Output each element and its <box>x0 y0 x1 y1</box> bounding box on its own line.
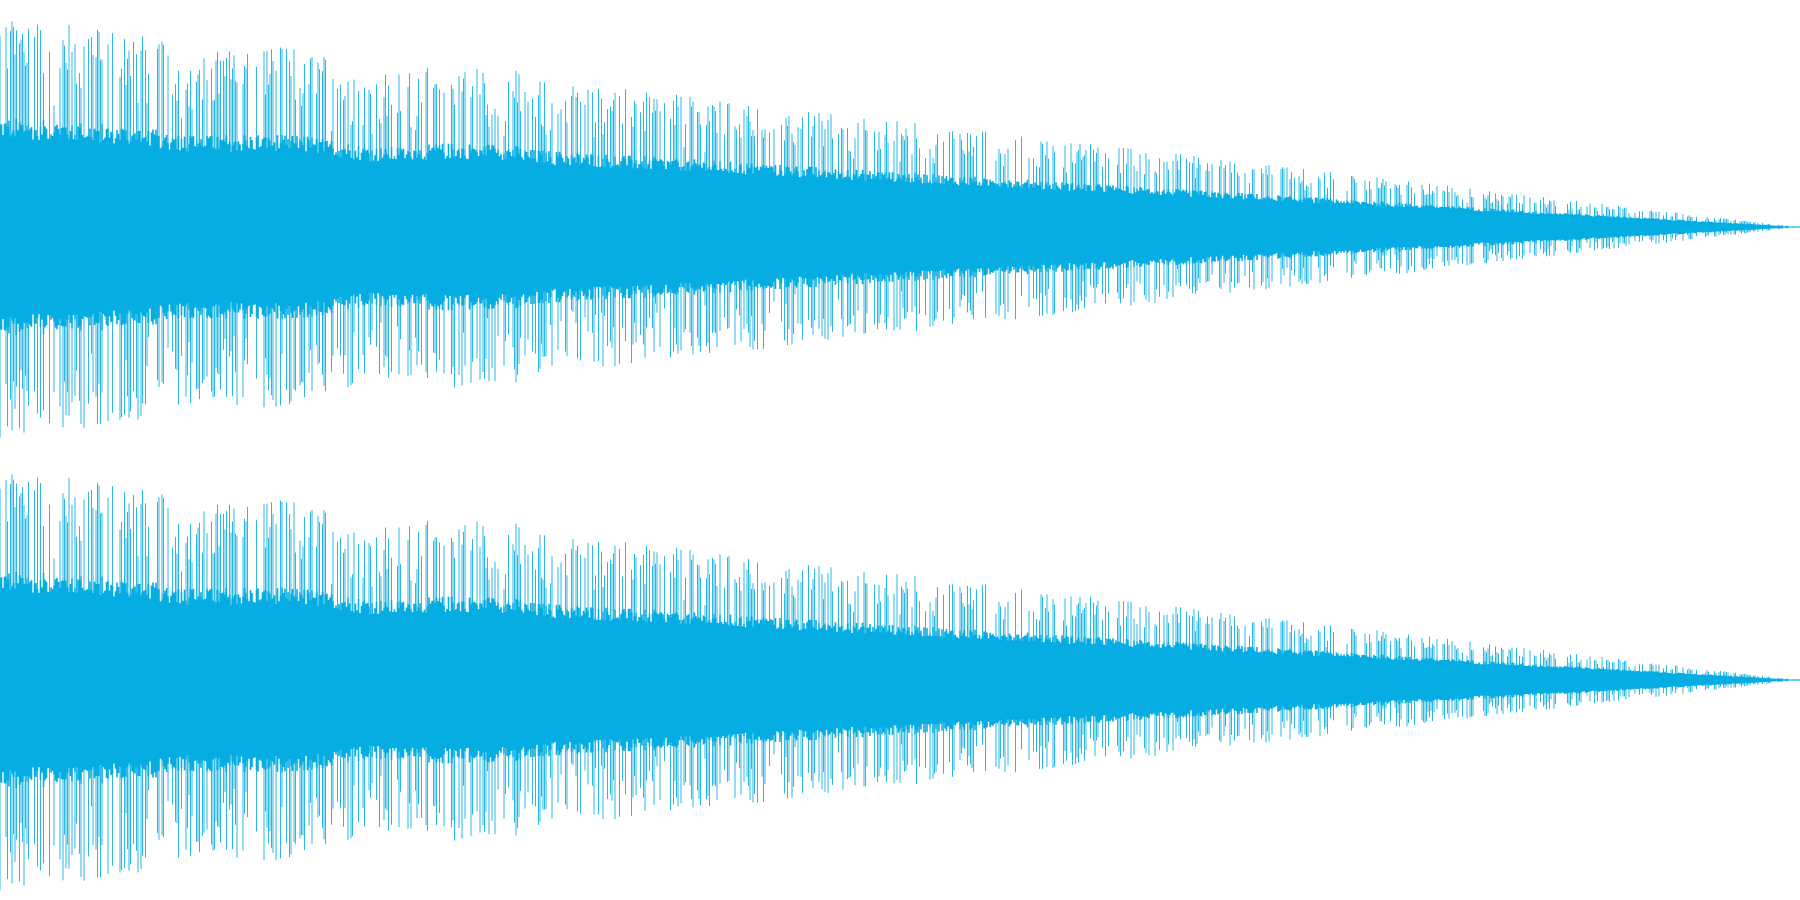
waveform-view <box>0 21 1800 891</box>
page: (() => { const data = JSON.parse(documen… <box>0 21 1800 891</box>
